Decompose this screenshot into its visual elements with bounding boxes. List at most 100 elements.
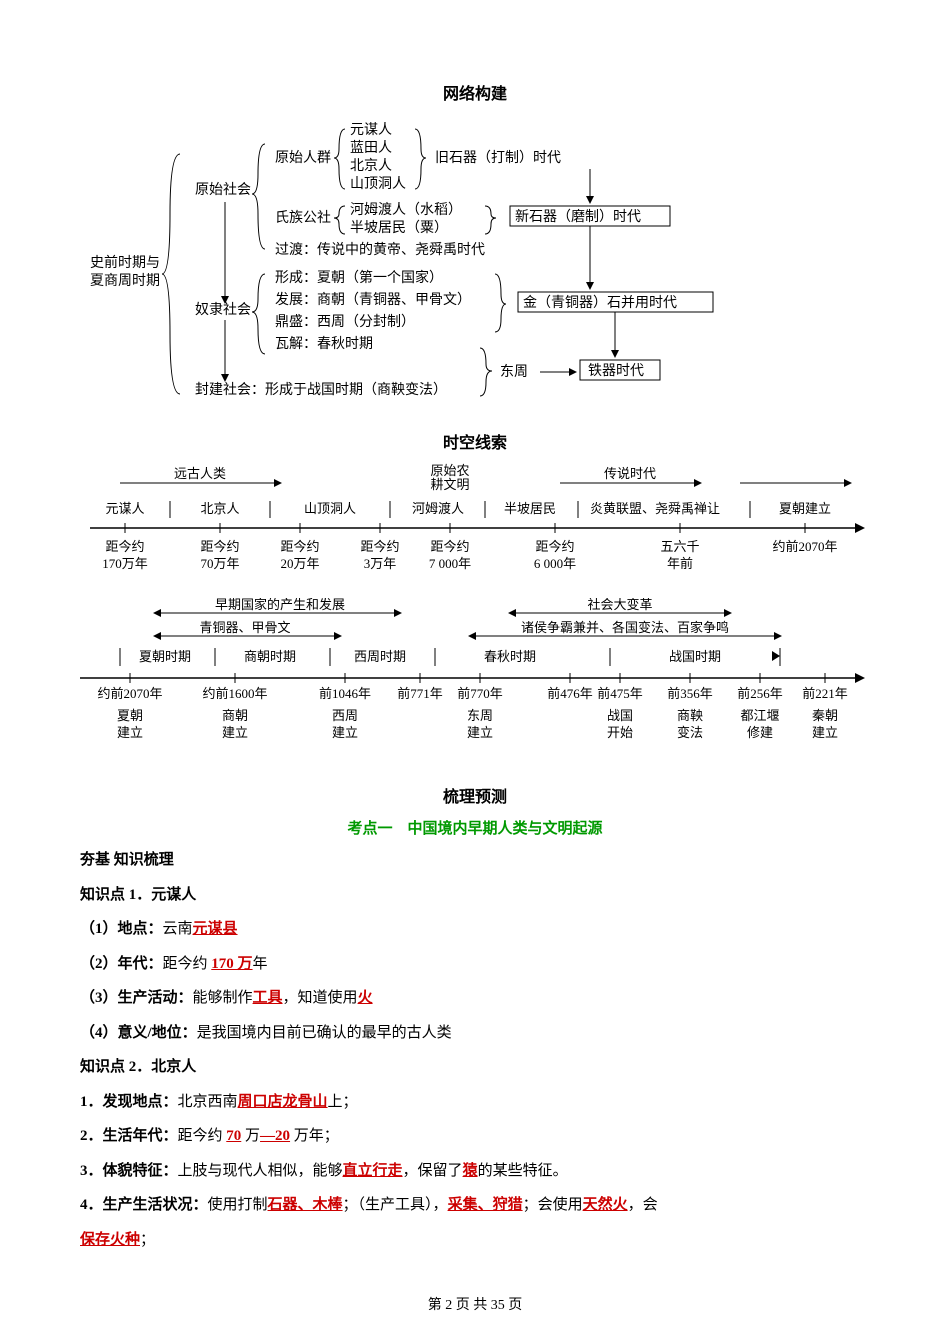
svg-text:7 000年: 7 000年 xyxy=(429,556,471,571)
exam-point: 考点一 中国境内早期人类与文明起源 xyxy=(80,817,870,838)
svg-text:原始农: 原始农 xyxy=(430,463,469,478)
svg-text:前475年: 前475年 xyxy=(597,686,643,701)
svg-text:商朝: 商朝 xyxy=(222,708,248,723)
svg-text:东周: 东周 xyxy=(500,364,528,380)
svg-text:距今约: 距今约 xyxy=(430,539,469,554)
svg-text:商鞅: 商鞅 xyxy=(677,708,703,723)
svg-text:修建: 修建 xyxy=(747,725,773,740)
k1-4: （4）意义/地位：是我国境内目前已确认的最早的古人类 xyxy=(80,1019,870,1048)
svg-text:前221年: 前221年 xyxy=(802,686,848,701)
svg-text:距今约: 距今约 xyxy=(200,539,239,554)
svg-text:旧石器（打制）时代: 旧石器（打制）时代 xyxy=(435,149,561,166)
svg-text:河姆渡人（水稻）: 河姆渡人（水稻） xyxy=(350,202,462,218)
title-timeline: 时空线索 xyxy=(80,429,870,453)
svg-text:元谋人: 元谋人 xyxy=(350,122,392,138)
timeline-1: .t{font-size:13px;fill:#000;text-anchor:… xyxy=(80,463,870,598)
svg-text:变法: 变法 xyxy=(677,725,703,740)
svg-text:蓝田人: 蓝田人 xyxy=(350,140,392,156)
svg-text:前356年: 前356年 xyxy=(667,686,713,701)
svg-text:6 000年: 6 000年 xyxy=(534,556,576,571)
svg-text:夏朝建立: 夏朝建立 xyxy=(779,501,831,516)
root-label: 史前时期与 夏商周时期 xyxy=(90,254,164,289)
svg-text:鼎盛：西周（分封制）: 鼎盛：西周（分封制） xyxy=(275,314,415,330)
svg-text:距今约: 距今约 xyxy=(280,539,319,554)
svg-text:前770年: 前770年 xyxy=(457,686,503,701)
svg-text:前476年: 前476年 xyxy=(547,686,593,701)
svg-text:约前2070年: 约前2070年 xyxy=(772,539,837,554)
k1-title: 知识点 1．元谋人 xyxy=(80,881,870,910)
svg-text:前256年: 前256年 xyxy=(737,686,783,701)
svg-text:年前: 年前 xyxy=(667,556,693,571)
svg-text:约前2070年: 约前2070年 xyxy=(97,686,162,701)
k2-1: 1．发现地点：北京西南周口店龙骨山上； xyxy=(80,1088,870,1117)
svg-text:战国时期: 战国时期 xyxy=(669,649,721,664)
svg-text:夏朝时期: 夏朝时期 xyxy=(139,649,191,664)
svg-text:都江堰: 都江堰 xyxy=(740,708,779,723)
svg-text:河姆渡人: 河姆渡人 xyxy=(412,501,464,516)
svg-text:诸侯争霸兼并、各国变法、百家争鸣: 诸侯争霸兼并、各国变法、百家争鸣 xyxy=(521,620,729,635)
svg-text:远古人类: 远古人类 xyxy=(174,466,226,481)
svg-text:炎黄联盟、尧舜禹禅让: 炎黄联盟、尧舜禹禅让 xyxy=(590,501,720,516)
n1: 原始社会 xyxy=(195,182,251,198)
svg-text:距今约: 距今约 xyxy=(360,539,399,554)
svg-text:北京人: 北京人 xyxy=(200,501,239,516)
k1-1: （1）地点：云南元谋县 xyxy=(80,915,870,944)
svg-text:前1046年: 前1046年 xyxy=(319,686,371,701)
svg-text:建立: 建立 xyxy=(467,725,493,740)
title-review: 梳理预测 xyxy=(80,783,870,807)
svg-text:战国: 战国 xyxy=(607,708,633,723)
svg-text:20万年: 20万年 xyxy=(280,556,319,571)
svg-text:瓦解：春秋时期: 瓦解：春秋时期 xyxy=(275,336,373,352)
k1-3: （3）生产活动：能够制作工具，知道使用火 xyxy=(80,984,870,1013)
n3: 封建社会：形成于战国时期（商鞅变法） xyxy=(195,382,447,398)
svg-text:元谋人: 元谋人 xyxy=(105,501,144,516)
svg-text:西周时期: 西周时期 xyxy=(354,649,406,664)
svg-text:早期国家的产生和发展: 早期国家的产生和发展 xyxy=(215,598,345,612)
svg-text:建立: 建立 xyxy=(117,725,143,740)
svg-text:北京人: 北京人 xyxy=(350,158,392,174)
svg-text:夏朝: 夏朝 xyxy=(117,708,143,723)
svg-text:70万年: 70万年 xyxy=(200,556,239,571)
svg-text:五六千: 五六千 xyxy=(660,539,699,554)
svg-text:形成：夏朝（第一个国家）: 形成：夏朝（第一个国家） xyxy=(275,269,443,286)
svg-text:前771年: 前771年 xyxy=(397,686,443,701)
n2: 奴隶社会 xyxy=(195,301,251,318)
svg-text:金（青铜器）石并用时代: 金（青铜器）石并用时代 xyxy=(523,295,677,311)
timeline-2: .t{font-size:13px;fill:#000;text-anchor:… xyxy=(80,598,870,773)
page: 网络构建 .tl { font-size: 14px; fill: #000; … xyxy=(0,0,950,1344)
svg-text:东周: 东周 xyxy=(467,708,493,723)
n1a: 原始人群 xyxy=(275,150,331,166)
tree-diagram: .tl { font-size: 14px; fill: #000; } .bo… xyxy=(80,114,870,419)
n1b: 氏族公社 xyxy=(275,210,331,226)
svg-text:耕文明: 耕文明 xyxy=(430,477,469,492)
svg-text:商朝时期: 商朝时期 xyxy=(244,649,296,664)
k1-2: （2）年代：距今约 170 万年 xyxy=(80,950,870,979)
svg-text:距今约: 距今约 xyxy=(535,539,574,554)
svg-text:青铜器、甲骨文: 青铜器、甲骨文 xyxy=(199,620,290,635)
svg-text:建立: 建立 xyxy=(812,725,838,740)
svg-text:铁器时代: 铁器时代 xyxy=(588,363,644,379)
svg-text:距今约: 距今约 xyxy=(105,539,144,554)
svg-text:社会大变革: 社会大变革 xyxy=(587,598,652,612)
svg-text:约前1600年: 约前1600年 xyxy=(202,686,267,701)
body-content: 夯基 知识梳理 知识点 1．元谋人 （1）地点：云南元谋县 （2）年代：距今约 … xyxy=(80,846,870,1254)
svg-text:半坡居民: 半坡居民 xyxy=(504,501,556,516)
n1c: 过渡：传说中的黄帝、尧舜禹时代 xyxy=(275,241,485,258)
svg-text:秦朝: 秦朝 xyxy=(812,708,838,723)
hangji: 夯基 知识梳理 xyxy=(80,846,870,875)
svg-text:建立: 建立 xyxy=(332,725,358,740)
svg-text:开始: 开始 xyxy=(607,725,633,740)
svg-text:3万年: 3万年 xyxy=(364,556,397,571)
svg-text:传说时代: 传说时代 xyxy=(604,466,656,481)
svg-text:半坡居民（粟）: 半坡居民（粟） xyxy=(350,220,448,236)
k2-2: 2．生活年代：距今约 70 万—20 万年； xyxy=(80,1122,870,1151)
k2-4: 4．生产生活状况：使用打制石器、木棒；（生产工具），采集、狩猎；会使用天然火，会 xyxy=(80,1191,870,1220)
svg-text:山顶洞人: 山顶洞人 xyxy=(304,501,356,516)
svg-text:山顶洞人: 山顶洞人 xyxy=(350,176,406,192)
page-footer: 第 2 页 共 35 页 xyxy=(80,1294,870,1314)
svg-text:西周: 西周 xyxy=(332,708,358,723)
title-network: 网络构建 xyxy=(80,80,870,104)
k2-5: 保存火种； xyxy=(80,1226,870,1255)
svg-text:建立: 建立 xyxy=(222,725,248,740)
k2-3: 3．体貌特征：上肢与现代人相似，能够直立行走，保留了猿的某些特征。 xyxy=(80,1157,870,1186)
